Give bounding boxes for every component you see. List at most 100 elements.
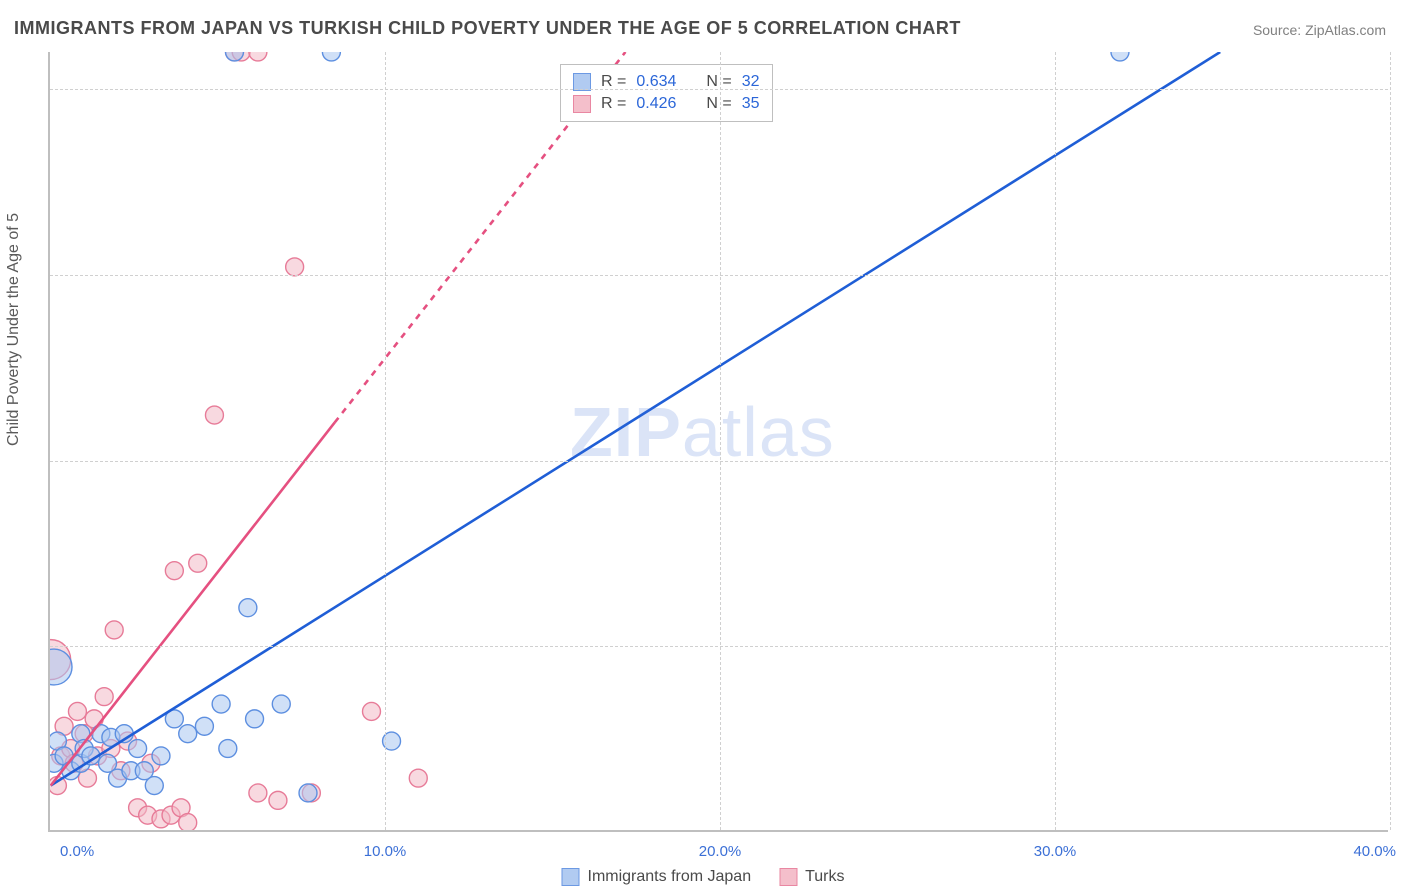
japan-point (50, 649, 72, 685)
r-label: R = (601, 95, 626, 113)
turks-point (119, 732, 137, 750)
chart-title: IMMIGRANTS FROM JAPAN VS TURKISH CHILD P… (14, 18, 961, 39)
turks-point (232, 52, 250, 61)
watermark-zip: ZIP (570, 393, 682, 471)
japan-point (179, 725, 197, 743)
japan-point (92, 725, 110, 743)
gridline-horizontal (50, 89, 1388, 90)
turks-point (162, 806, 180, 824)
turks-point (152, 810, 170, 828)
turks-point (249, 784, 267, 802)
japan-point (99, 754, 117, 772)
japan-point (72, 725, 90, 743)
regression-line (51, 422, 335, 785)
turks-point (179, 814, 197, 830)
x-tick-label: 20.0% (699, 843, 742, 860)
gridline-vertical (1390, 52, 1391, 830)
turks-point (65, 754, 83, 772)
bottom-legend: Immigrants from Japan Turks (561, 868, 844, 886)
gridline-horizontal (50, 646, 1388, 647)
japan-point (246, 710, 264, 728)
japan-point (1111, 52, 1129, 61)
source-attribution: Source: ZipAtlas.com (1253, 22, 1386, 38)
japan-point (272, 695, 290, 713)
japan-point (122, 762, 140, 780)
japan-point (109, 769, 127, 787)
gridline-horizontal (50, 275, 1388, 276)
x-tick-label: 30.0% (1034, 843, 1077, 860)
gridline-vertical (385, 52, 386, 830)
y-tick-label: 75.0% (1400, 266, 1406, 283)
legend-swatch (779, 868, 797, 886)
japan-point (299, 784, 317, 802)
watermark-atlas: atlas (682, 393, 835, 471)
y-tick-label: 25.0% (1400, 638, 1406, 655)
turks-point (105, 621, 123, 639)
japan-point (55, 747, 73, 765)
turks-point (112, 762, 130, 780)
japan-point (115, 725, 133, 743)
turks-point (78, 769, 96, 787)
japan-point (165, 710, 183, 728)
turks-point (89, 747, 107, 765)
turks-point (102, 740, 120, 758)
japan-point (102, 728, 120, 746)
japan-point (62, 762, 80, 780)
legend-swatch (561, 868, 579, 886)
japan-point (129, 740, 147, 758)
turks-point (52, 747, 70, 765)
legend-swatch (573, 95, 591, 113)
x-tick-label: 0.0% (60, 843, 94, 860)
legend-item-turks: Turks (779, 868, 844, 886)
japan-point (219, 740, 237, 758)
turks-point (75, 725, 93, 743)
turks-point (62, 740, 80, 758)
turks-point (249, 52, 267, 61)
n-value: 35 (742, 95, 760, 113)
source-link[interactable]: ZipAtlas.com (1305, 22, 1386, 38)
turks-point (363, 702, 381, 720)
japan-point (82, 747, 100, 765)
turks-point (226, 52, 244, 61)
legend-label: Immigrants from Japan (587, 868, 751, 886)
japan-point (50, 732, 66, 750)
japan-point (212, 695, 230, 713)
gridline-vertical (1055, 52, 1056, 830)
japan-point (145, 777, 163, 795)
correlation-row-turks: R = 0.426 N = 35 (573, 93, 760, 115)
legend-label: Turks (805, 868, 844, 886)
gridline-vertical (720, 52, 721, 830)
gridline-horizontal (50, 461, 1388, 462)
japan-point (152, 747, 170, 765)
japan-point (50, 754, 63, 772)
y-tick-label: 50.0% (1400, 452, 1406, 469)
turks-point (205, 406, 223, 424)
turks-point (50, 777, 66, 795)
chart-svg (50, 52, 1388, 830)
turks-point (142, 754, 160, 772)
japan-point (322, 52, 340, 61)
turks-point (302, 784, 320, 802)
regression-line (51, 52, 1220, 786)
turks-point (189, 554, 207, 572)
plot-area: ZIPatlas R = 0.634 N = 32 R = 0.426 N = … (48, 52, 1388, 832)
japan-point (195, 717, 213, 735)
r-value: 0.426 (636, 95, 676, 113)
y-axis-title: Child Poverty Under the Age of 5 (5, 213, 23, 446)
legend-item-japan: Immigrants from Japan (561, 868, 751, 886)
turks-point (85, 710, 103, 728)
turks-point (95, 688, 113, 706)
turks-point (165, 562, 183, 580)
japan-point (75, 740, 93, 758)
turks-point (172, 799, 190, 817)
correlation-legend-box: R = 0.634 N = 32 R = 0.426 N = 35 (560, 64, 773, 122)
turks-point (269, 791, 287, 809)
turks-point (409, 769, 427, 787)
japan-point (72, 754, 90, 772)
turks-point (68, 702, 86, 720)
turks-point (139, 806, 157, 824)
japan-point (239, 599, 257, 617)
japan-point (226, 52, 244, 61)
turks-point (286, 258, 304, 276)
source-prefix: Source: (1253, 22, 1305, 38)
